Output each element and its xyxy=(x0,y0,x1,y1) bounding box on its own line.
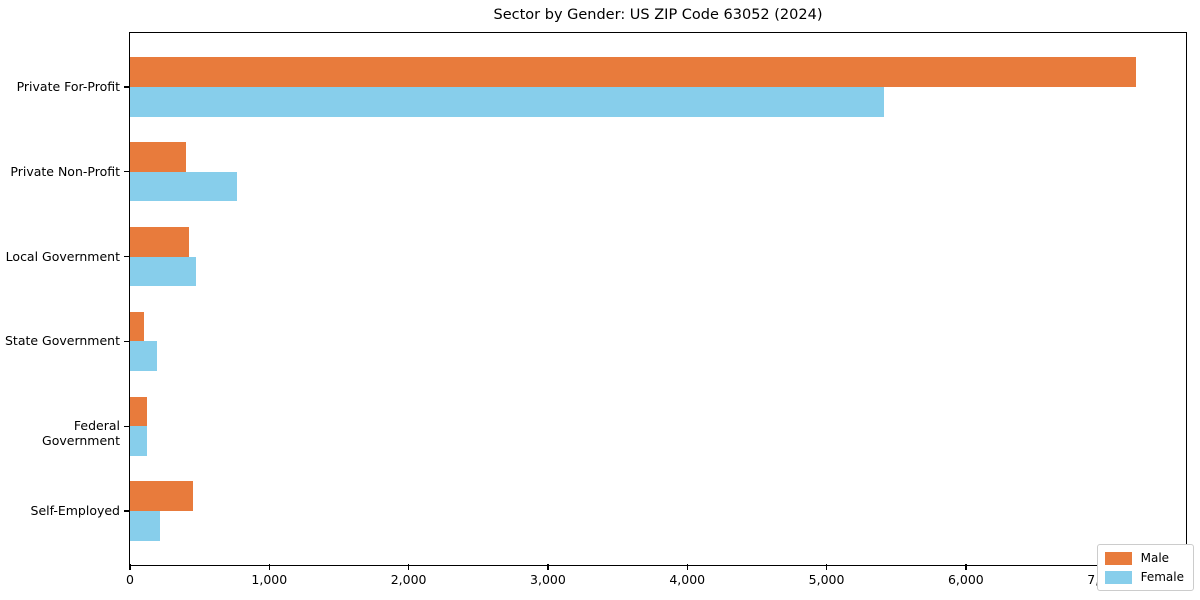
legend: Male Female xyxy=(1096,544,1194,591)
y-tick-mark xyxy=(124,340,130,343)
x-tick-mark xyxy=(965,564,967,570)
y-tick-mark xyxy=(124,170,130,173)
x-tick-mark xyxy=(407,564,410,570)
x-tick-label: 2,000 xyxy=(390,572,427,587)
x-tick-label: 5,000 xyxy=(808,572,845,587)
bar-female-private-for-profit xyxy=(130,86,884,117)
bar-male-local-government xyxy=(130,226,189,257)
x-tick-mark xyxy=(129,564,131,570)
bar-female-local-government xyxy=(130,256,197,287)
y-tick-mark xyxy=(124,255,130,258)
chart-title: Sector by Gender: US ZIP Code 63052 (202… xyxy=(493,7,823,23)
y-axis-label: Federal Government xyxy=(42,418,120,449)
bar-female-state-government xyxy=(130,341,158,372)
x-tick-label: 4,000 xyxy=(669,572,706,587)
y-axis-label: Private For-Profit xyxy=(16,78,120,94)
y-axis-label: State Government xyxy=(4,333,120,349)
plot-area xyxy=(124,31,1187,570)
x-tick-mark xyxy=(825,564,828,570)
legend-item-female: Female xyxy=(1104,570,1184,584)
y-tick-mark xyxy=(124,425,130,428)
bar-male-federal-government xyxy=(130,396,148,427)
legend-swatch-male xyxy=(1104,551,1132,565)
bar-male-private-non-profit xyxy=(130,142,186,172)
y-tick-mark xyxy=(124,510,130,512)
x-tick-label: 6,000 xyxy=(947,572,984,587)
legend-label: Male xyxy=(1140,551,1170,565)
x-tick-mark xyxy=(268,564,271,570)
x-tick-mark xyxy=(547,564,549,570)
y-axis-label: Local Government xyxy=(5,248,120,264)
bar-male-state-government xyxy=(130,311,144,342)
bar-male-private-for-profit xyxy=(130,57,1136,87)
bar-female-federal-government xyxy=(130,426,147,456)
y-tick-mark xyxy=(124,86,130,88)
bar-male-self-employed xyxy=(130,481,193,512)
legend-swatch-female xyxy=(1104,570,1132,584)
bar-female-self-employed xyxy=(130,511,160,541)
y-axis-label: Self-Employed xyxy=(30,503,120,519)
x-tick-mark xyxy=(686,564,688,570)
legend-label: Female xyxy=(1140,570,1184,584)
x-tick-label: 1,000 xyxy=(251,572,288,587)
bar-female-private-non-profit xyxy=(130,171,238,202)
x-tick-label: 3,000 xyxy=(530,572,566,587)
legend-item-male: Male xyxy=(1104,551,1184,565)
x-tick-label: 0 xyxy=(126,572,134,587)
y-axis-label: Private Non-Profit xyxy=(10,163,120,179)
